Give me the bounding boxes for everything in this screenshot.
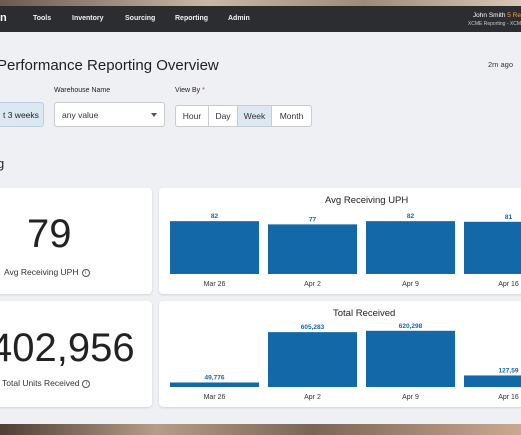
chart-title-avg-uph: Avg Receiving UPH — [325, 195, 409, 206]
background-photo-bottom — [0, 421, 521, 435]
chevron-down-icon — [151, 113, 157, 117]
app-window: n Tools Inventory Sourcing Reporting Adm… — [0, 6, 521, 424]
user-role: XCME Reporting - XCM — [467, 21, 521, 27]
x-tick-label-0-3: Apr 16 — [498, 281, 519, 288]
bar-1-2[interactable] — [366, 330, 455, 387]
x-tick-label-1-0: Mar 26 — [204, 394, 226, 401]
info-icon[interactable]: i — [82, 379, 91, 388]
user-name: John Smith — [472, 12, 506, 19]
view-by-month[interactable]: Month — [279, 111, 304, 121]
bar-value-label-0-3: 81 — [505, 214, 513, 221]
section-title: g — [0, 156, 5, 171]
kpi-units-label: Total Units Received — [2, 378, 80, 388]
user-accent-text: 5 Re — [507, 12, 521, 19]
required-marker: * — [202, 87, 205, 94]
bar-0-1[interactable] — [268, 224, 357, 274]
avg-uph-bar-chart: 82 Mar 26 77 Apr 2 82 Apr 9 81 Apr 16 — [170, 213, 521, 288]
warehouse-select[interactable]: any value — [54, 102, 165, 127]
bar-value-label-0-0: 82 — [211, 213, 219, 220]
bar-1-3[interactable] — [464, 375, 521, 387]
bar-value-label-0-2: 82 — [407, 213, 415, 220]
bar-value-label-0-1: 77 — [309, 216, 317, 223]
kpi-uph-label: Avg Receiving UPH — [4, 267, 79, 277]
info-icon[interactable]: i — [81, 268, 90, 277]
page-title: Performance Reporting Overview — [0, 57, 219, 74]
nav-item-admin[interactable]: Admin — [228, 15, 250, 22]
bar-value-label-1-2: 620,298 — [399, 323, 423, 330]
bar-value-label-1-1: 605,283 — [301, 324, 325, 331]
user-menu[interactable]: John Smith 5 Re XCME Reporting - XCM — [468, 12, 521, 28]
x-tick-label-1-1: Apr 2 — [304, 394, 321, 401]
nav-item-tools[interactable]: Tools — [33, 15, 52, 22]
x-tick-label-0-0: Mar 26 — [204, 281, 226, 288]
background-photo-top — [0, 0, 521, 8]
x-tick-label-0-2: Apr 9 — [402, 281, 419, 288]
view-by-segmented-control: Hour Day Week Month — [175, 105, 312, 127]
chart-card-total-received: Total Received 49,776 Mar 26 605,283 Apr 2 6… — [159, 301, 521, 407]
last-updated: 2m ago — [488, 60, 514, 69]
total-received-bar-chart: 49,776 Mar 26 605,283 Apr 2 620,298 Apr 9 127,… — [170, 323, 521, 401]
view-by-hour[interactable]: Hour — [176, 106, 209, 126]
x-tick-label-0-1: Apr 2 — [304, 281, 321, 288]
app-logo[interactable]: n — [0, 12, 7, 24]
view-by-day[interactable]: Day — [209, 106, 238, 126]
bar-value-label-1-0: 49,776 — [205, 374, 225, 381]
kpi-uph-value: 79 — [27, 212, 72, 256]
chart-card-avg-uph: Avg Receiving UPH 82 Mar 26 77 Apr 2 82 Apr 9… — [159, 188, 521, 294]
bar-0-2[interactable] — [366, 221, 455, 274]
view-by-label-text: View By — [175, 87, 201, 94]
bar-value-label-1-3: 127,59 — [499, 367, 519, 374]
kpi-units-value: 402,956 — [0, 326, 135, 370]
view-by-label: View By * — [175, 87, 205, 94]
bar-1-1[interactable] — [268, 332, 357, 387]
x-tick-label-1-3: Apr 16 — [498, 394, 519, 401]
warehouse-select-value: any value — [62, 110, 99, 120]
nav-item-reporting[interactable]: Reporting — [175, 15, 209, 22]
kpi-uph-label-row: Avg Receiving UPH i — [4, 267, 90, 277]
kpi-card-total-units: 402,956 Total Units Received i — [0, 301, 152, 407]
date-range-filter[interactable]: t 3 weeks — [0, 102, 44, 127]
warehouse-label: Warehouse Name — [54, 87, 111, 94]
bar-0-0[interactable] — [170, 221, 259, 274]
top-navbar: n Tools Inventory Sourcing Reporting Adm… — [0, 6, 521, 32]
view-by-week[interactable]: Week — [238, 106, 272, 126]
bar-1-0[interactable] — [170, 382, 259, 387]
nav-item-sourcing[interactable]: Sourcing — [125, 15, 156, 22]
kpi-units-label-row: Total Units Received i — [2, 378, 91, 388]
kpi-card-uph: 79 Avg Receiving UPH i — [0, 188, 152, 294]
x-tick-label-1-2: Apr 9 — [402, 394, 419, 401]
chart-title-total-received: Total Received — [333, 308, 396, 319]
bar-0-3[interactable] — [464, 221, 521, 274]
nav-item-inventory[interactable]: Inventory — [72, 15, 104, 22]
